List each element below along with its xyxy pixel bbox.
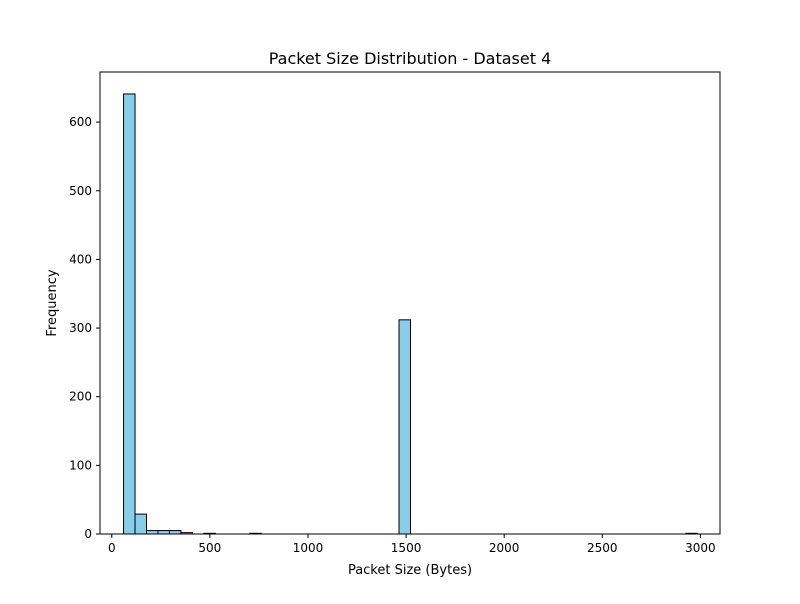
bars-layer: [123, 93, 698, 535]
ticks-layer: 0 500 1000 1500 2000 2500 3000 0 100 200 300 400 500…: [69, 115, 716, 555]
y-tick-label: 0: [84, 527, 92, 541]
chart-title: Packet Size Distribution - Dataset 4: [269, 49, 552, 68]
x-tick-label: 2000: [489, 541, 520, 555]
x-axis-label: Packet Size (Bytes): [348, 563, 472, 578]
y-tick-label: 500: [69, 184, 92, 198]
histogram-bar-4: [168, 530, 182, 535]
y-tick-label: 200: [69, 390, 92, 404]
y-tick-label: 400: [69, 252, 92, 266]
y-tick-label: 300: [69, 321, 92, 335]
histogram-bar-0: [123, 93, 136, 535]
y-axis-label: Frequency: [45, 269, 60, 336]
x-tick-label: 3000: [685, 541, 716, 555]
histogram-bar-3: [157, 530, 170, 535]
x-tick-label: 1500: [391, 541, 422, 555]
x-tick-label: 0: [108, 541, 116, 555]
histogram-bar-1: [134, 513, 148, 535]
y-tick-label: 100: [69, 458, 92, 472]
y-tick-label: 600: [69, 115, 92, 129]
histogram-bar-2: [146, 530, 159, 535]
plot-frame: [99, 71, 721, 535]
histogram-bar-8: [398, 319, 411, 535]
x-tick-label: 2500: [587, 541, 618, 555]
x-tick-label: 1000: [293, 541, 324, 555]
x-tick-label: 500: [198, 541, 221, 555]
